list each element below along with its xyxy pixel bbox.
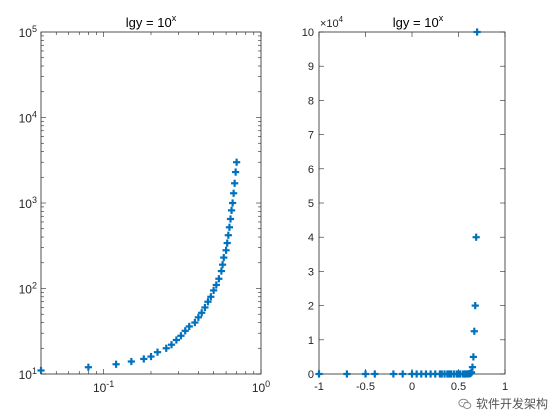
right-xtick-label: -0.5: [356, 381, 375, 393]
left-data-point: [212, 281, 220, 289]
left-data-point: [220, 253, 228, 262]
right-ytick-label: 9: [308, 61, 314, 73]
right-data-point: [315, 370, 323, 378]
watermark: 软件开发架构: [458, 395, 548, 412]
right-plot-area: [319, 32, 505, 374]
left-data-point: [191, 318, 199, 327]
right-xtick-label: 0: [409, 381, 415, 393]
left-ytick-label: 103: [19, 195, 37, 211]
right-y-multiplier: ×104: [320, 15, 344, 30]
right-chart-title: lgy = 10x: [393, 13, 444, 30]
left-data-point: [204, 298, 212, 306]
right-xtick-label: 0.5: [451, 381, 466, 393]
left-data-point: [162, 344, 170, 352]
wechat-icon: [458, 397, 472, 411]
right-data-point: [361, 370, 370, 378]
left-ytick-label: 105: [19, 24, 37, 40]
right-data-point: [389, 370, 397, 378]
right-data-point: [473, 28, 481, 36]
left-plot-area: [41, 32, 261, 374]
left-data-point: [112, 360, 120, 368]
left-data-series: [37, 158, 241, 375]
left-data-point: [225, 223, 234, 231]
watermark-text: 软件开发架构: [475, 397, 548, 411]
left-data-point: [226, 215, 235, 223]
right-data-point: [343, 370, 351, 378]
right-data-point: [469, 353, 477, 361]
right-data-point: [471, 302, 479, 310]
left-ytick-label: 102: [19, 281, 37, 297]
left-data-point: [227, 206, 236, 214]
right-ytick-label: 4: [308, 232, 314, 244]
right-ytick-label: 7: [308, 130, 314, 142]
left-xtick-label: 10-1: [93, 379, 114, 395]
right-ytick-label: 1: [308, 335, 314, 347]
right-ytick-label: 5: [308, 198, 314, 210]
left-data-point: [222, 246, 230, 254]
right-data-point: [470, 327, 478, 335]
right-data-point: [472, 233, 480, 241]
left-data-point: [231, 179, 239, 187]
left-data-point: [177, 332, 185, 340]
left-data-point: [185, 322, 193, 331]
left-data-point: [230, 189, 238, 197]
right-ytick-label: 8: [308, 95, 314, 107]
left-xtick-label: 100: [252, 379, 270, 395]
left-data-point: [84, 363, 92, 371]
left-data-point: [127, 357, 135, 366]
right-ytick-label: 6: [308, 164, 314, 176]
left-data-point: [147, 352, 155, 361]
left-data-point: [233, 158, 241, 166]
left-ytick-label: 101: [19, 366, 37, 382]
left-data-point: [198, 309, 206, 317]
left-data-point: [201, 303, 209, 312]
right-ytick-label: 2: [308, 301, 314, 313]
right-ytick-label: 3: [308, 266, 314, 278]
right-data-series: [315, 28, 481, 378]
right-xtick-label: 1: [502, 381, 508, 393]
left-data-point: [153, 348, 162, 356]
right-xtick-label: -1: [314, 381, 324, 393]
left-data-point: [207, 293, 215, 301]
left-axes-box: [40, 31, 262, 375]
left-data-point: [140, 355, 148, 363]
left-data-point: [218, 261, 227, 269]
right-data-point: [371, 370, 379, 378]
right-ytick-label: 0: [308, 369, 314, 381]
left-data-point: [172, 336, 180, 344]
right-ytick-label: 10: [302, 27, 314, 39]
right-data-point: [399, 370, 407, 378]
left-data-point: [181, 327, 189, 335]
left-data-point: [210, 286, 218, 295]
left-data-point: [217, 267, 225, 275]
left-data-point: [232, 168, 240, 176]
left-data-point: [224, 231, 232, 239]
left-data-point: [167, 341, 176, 349]
left-data-point: [215, 275, 223, 283]
left-data-point: [37, 366, 45, 375]
left-data-point: [194, 313, 202, 321]
left-data-point: [223, 239, 231, 247]
left-ytick-label: 104: [19, 110, 37, 126]
left-chart-title: lgy = 10x: [126, 13, 177, 30]
left-data-point: [229, 199, 237, 207]
right-data-point: [468, 363, 477, 371]
